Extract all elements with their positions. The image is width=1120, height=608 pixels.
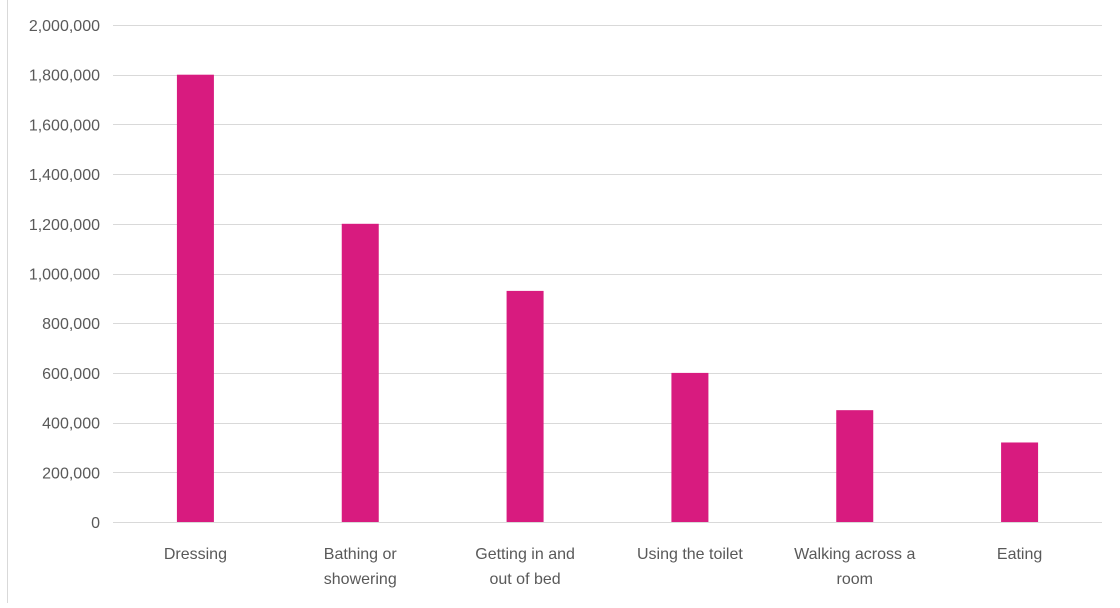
y-axis-tick-labels: 0 200,000 400,000 600,000 800,000 1,000,000 1,… [29, 18, 100, 532]
bar [176, 74, 214, 522]
x-category-label-line: showering [324, 571, 397, 588]
y-tick-label: 1,600,000 [29, 117, 100, 134]
x-category-label: Using the toilet [637, 546, 743, 563]
x-category-label: Bathing or showering [324, 546, 398, 588]
y-tick-label: 1,200,000 [29, 217, 100, 234]
y-tick-label: 1,800,000 [29, 68, 100, 85]
bar [671, 372, 709, 522]
bar [1001, 442, 1039, 522]
bars [176, 74, 1039, 523]
x-category-label: Dressing [164, 546, 227, 563]
x-category-label: Getting in and out of bed [475, 546, 575, 588]
x-category-label-line: Eating [997, 546, 1042, 563]
gridlines [113, 25, 1102, 523]
bar [836, 410, 874, 522]
y-tick-label: 1,000,000 [29, 267, 100, 284]
x-category-label-line: room [837, 571, 873, 588]
y-tick-label: 0 [91, 515, 100, 532]
x-category-label: Walking across a room [794, 546, 915, 588]
y-tick-label: 1,400,000 [29, 167, 100, 184]
x-category-label-line: Walking across a [794, 546, 915, 563]
y-tick-label: 800,000 [42, 316, 100, 333]
bar [341, 223, 379, 523]
x-category-label-line: Getting in and [475, 546, 575, 563]
x-category-label-line: Dressing [164, 546, 227, 563]
y-tick-label: 200,000 [42, 465, 100, 482]
y-tick-label: 400,000 [42, 416, 100, 433]
x-category-label-line: Using the toilet [637, 546, 743, 563]
x-axis-category-labels: Dressing Bathing or showering Getting in an… [164, 546, 1042, 588]
chart-frame-edge [7, 0, 8, 603]
bar [506, 290, 544, 522]
x-category-label-line: Bathing or [324, 546, 398, 563]
x-category-label: Eating [997, 546, 1042, 563]
y-tick-label: 2,000,000 [29, 18, 100, 35]
y-tick-label: 600,000 [42, 366, 100, 383]
x-category-label-line: out of bed [489, 571, 560, 588]
